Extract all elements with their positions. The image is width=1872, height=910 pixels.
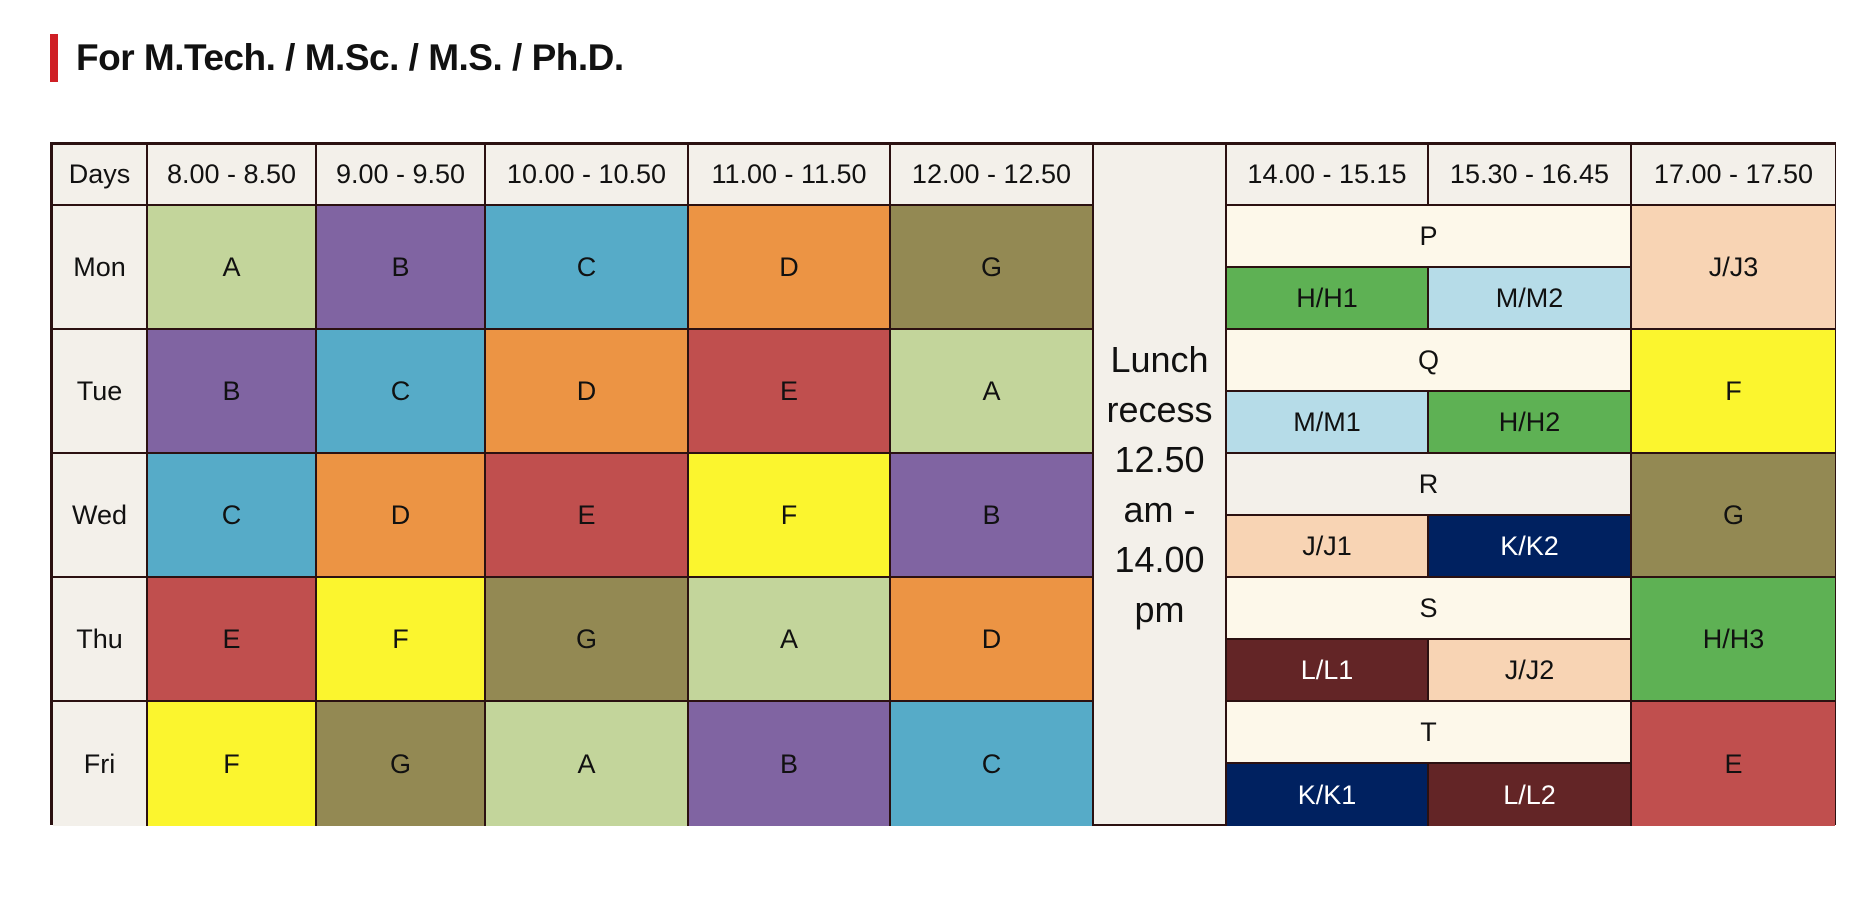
- header-slot-4: 11.00 - 11.50: [689, 145, 891, 206]
- lab-slot-cell: M/M1: [1227, 392, 1429, 454]
- header-slot-2: 9.00 - 9.50: [317, 145, 486, 206]
- slot-cell: B: [148, 330, 317, 454]
- header-days: Days: [53, 145, 148, 206]
- lab-slot-cell: M/M2: [1429, 268, 1632, 330]
- slot-cell: D: [891, 578, 1094, 702]
- lunch-line: 12.50: [1114, 438, 1205, 480]
- day-label-mon: Mon: [53, 206, 148, 330]
- slot-cell: E: [689, 330, 891, 454]
- page-heading: For M.Tech. / M.Sc. / M.S. / Ph.D.: [50, 34, 624, 82]
- lab-slot-cell: K/K1: [1227, 764, 1429, 826]
- slot-cell: B: [891, 454, 1094, 578]
- lunch-line: pm: [1134, 588, 1185, 630]
- lunch-line: recess: [1106, 388, 1213, 430]
- lab-slot-cell: H/H1: [1227, 268, 1429, 330]
- heading-accent-bar: [50, 34, 58, 82]
- lunch-line: 14.00: [1114, 538, 1205, 580]
- day-label-tue: Tue: [53, 330, 148, 454]
- slot-cell: G: [891, 206, 1094, 330]
- slot-cell: C: [486, 206, 689, 330]
- header-slot-6: 14.00 - 15.15: [1227, 145, 1429, 206]
- slot-cell: A: [486, 702, 689, 826]
- slot-cell: A: [689, 578, 891, 702]
- header-slot-1: 8.00 - 8.50: [148, 145, 317, 206]
- lunch-recess-cell: Lunch recess 12.50 am - 14.00 pm: [1094, 145, 1227, 826]
- slot-cell: C: [891, 702, 1094, 826]
- lab-slot-cell: L/L2: [1429, 764, 1632, 826]
- slot-cell: F: [148, 702, 317, 826]
- slot-cell: H/H3: [1632, 578, 1835, 702]
- slot-cell: F: [689, 454, 891, 578]
- slot-cell: J/J3: [1632, 206, 1835, 330]
- lab-slot-header: Q: [1227, 330, 1632, 392]
- slot-cell: E: [148, 578, 317, 702]
- slot-cell: D: [689, 206, 891, 330]
- slot-cell: C: [317, 330, 486, 454]
- slot-cell: G: [486, 578, 689, 702]
- slot-cell: E: [1632, 702, 1835, 826]
- slot-cell: B: [317, 206, 486, 330]
- lab-slot-cell: H/H2: [1429, 392, 1632, 454]
- slot-cell: F: [1632, 330, 1835, 454]
- lunch-line: Lunch: [1110, 338, 1209, 380]
- slot-cell: A: [891, 330, 1094, 454]
- slot-cell: G: [1632, 454, 1835, 578]
- day-label-fri: Fri: [53, 702, 148, 826]
- slot-cell: C: [148, 454, 317, 578]
- slot-cell: F: [317, 578, 486, 702]
- lab-slot-cell: J/J2: [1429, 640, 1632, 702]
- header-slot-8: 17.00 - 17.50: [1632, 145, 1835, 206]
- slot-cell: A: [148, 206, 317, 330]
- slot-cell: D: [486, 330, 689, 454]
- lab-slot-cell: L/L1: [1227, 640, 1429, 702]
- day-label-thu: Thu: [53, 578, 148, 702]
- lab-slot-header: S: [1227, 578, 1632, 640]
- day-label-wed: Wed: [53, 454, 148, 578]
- lab-slot-cell: J/J1: [1227, 516, 1429, 578]
- lab-slot-header: P: [1227, 206, 1632, 268]
- header-slot-7: 15.30 - 16.45: [1429, 145, 1632, 206]
- slot-cell: G: [317, 702, 486, 826]
- timetable-grid: Days 8.00 - 8.50 9.00 - 9.50 10.00 - 10.…: [50, 142, 1836, 826]
- lab-slot-header: R: [1227, 454, 1632, 516]
- lab-slot-header: T: [1227, 702, 1632, 764]
- header-slot-3: 10.00 - 10.50: [486, 145, 689, 206]
- slot-cell: E: [486, 454, 689, 578]
- header-slot-5: 12.00 - 12.50: [891, 145, 1094, 206]
- lunch-line: am -: [1123, 488, 1196, 530]
- slot-cell: D: [317, 454, 486, 578]
- page-title: For M.Tech. / M.Sc. / M.S. / Ph.D.: [76, 37, 624, 78]
- slot-cell: B: [689, 702, 891, 826]
- lab-slot-cell: K/K2: [1429, 516, 1632, 578]
